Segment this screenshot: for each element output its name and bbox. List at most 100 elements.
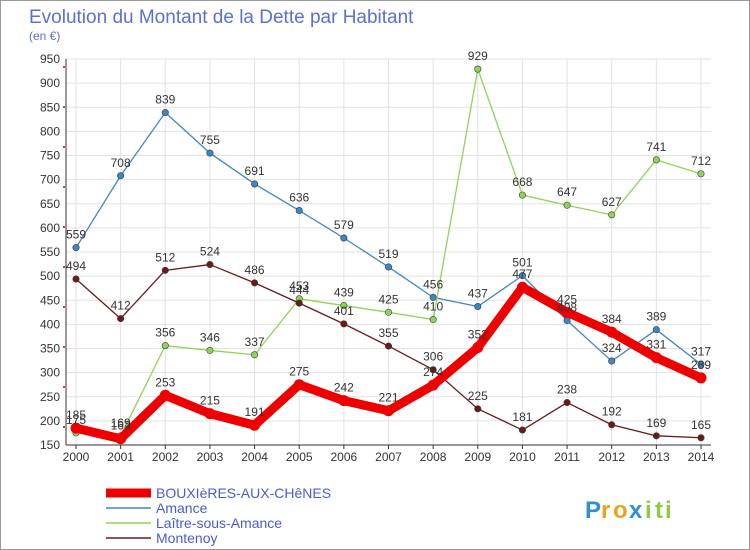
x-tick-label: 2012 bbox=[598, 450, 625, 464]
data-label: 486 bbox=[245, 263, 265, 277]
brand-letter: o bbox=[613, 497, 628, 524]
data-label: 477 bbox=[512, 267, 532, 281]
brand-letter: i bbox=[665, 497, 672, 524]
data-label: 512 bbox=[155, 250, 175, 264]
x-tick-label: 2008 bbox=[420, 450, 447, 464]
x-tick-label: 2003 bbox=[197, 450, 224, 464]
data-point bbox=[161, 266, 169, 274]
data-label: 346 bbox=[200, 330, 220, 344]
x-axis: 2000 2001 2002 2003 2004 2005 2006 2007 2008 2009… bbox=[63, 444, 715, 464]
data-point bbox=[474, 405, 482, 413]
data-point bbox=[72, 275, 80, 283]
series-group bbox=[70, 65, 707, 445]
data-point bbox=[340, 320, 348, 328]
data-point bbox=[429, 293, 437, 301]
y-tick-label: 250 bbox=[40, 390, 60, 404]
data-point bbox=[384, 263, 392, 271]
data-label: 185 bbox=[66, 408, 86, 422]
data-label: 559 bbox=[66, 228, 86, 242]
data-label: 741 bbox=[646, 140, 666, 154]
data-point bbox=[606, 326, 618, 338]
data-label: 192 bbox=[602, 405, 622, 419]
data-label: 163 bbox=[111, 419, 131, 433]
data-label: 579 bbox=[334, 218, 354, 232]
data-point bbox=[117, 172, 125, 180]
data-label: 501 bbox=[512, 256, 532, 270]
data-label: 425 bbox=[378, 292, 398, 306]
chart-subtitle: (en €) bbox=[29, 29, 60, 43]
data-point bbox=[384, 342, 392, 350]
legend-label-montenoy: Montenoy bbox=[156, 530, 217, 546]
y-tick-label: 200 bbox=[40, 414, 60, 428]
data-point bbox=[249, 419, 261, 431]
data-label: 317 bbox=[691, 344, 711, 358]
legend-label-amance: Amance bbox=[156, 500, 208, 516]
y-tick-label: 450 bbox=[40, 293, 60, 307]
data-point bbox=[161, 109, 169, 117]
data-point bbox=[652, 156, 660, 164]
brand-letter: x bbox=[629, 497, 643, 524]
brand-letter: t bbox=[655, 497, 663, 524]
data-point bbox=[295, 207, 303, 215]
data-label: 401 bbox=[334, 304, 354, 318]
x-tick-label: 2002 bbox=[152, 450, 179, 464]
data-label: 410 bbox=[423, 300, 443, 314]
data-point bbox=[340, 234, 348, 242]
y-tick-label: 550 bbox=[40, 245, 60, 259]
data-point bbox=[251, 279, 259, 287]
x-tick-label: 2006 bbox=[331, 450, 358, 464]
chart-title: Evolution du Montant de la Dette par Hab… bbox=[29, 7, 414, 28]
x-tick-label: 2001 bbox=[107, 450, 134, 464]
data-point bbox=[206, 149, 214, 157]
x-tick-label: 2005 bbox=[286, 450, 313, 464]
data-point bbox=[474, 303, 482, 311]
data-label: 191 bbox=[245, 405, 265, 419]
data-point bbox=[338, 395, 350, 407]
data-point bbox=[293, 379, 305, 391]
y-axis: 150 200 250 300 350 400 450 500 550 600 650 700 750 8… bbox=[40, 52, 67, 452]
data-label: 412 bbox=[111, 299, 131, 313]
data-point bbox=[650, 352, 662, 364]
data-point bbox=[561, 306, 573, 318]
data-label: 437 bbox=[468, 287, 488, 301]
data-label: 238 bbox=[557, 383, 577, 397]
data-label: 708 bbox=[111, 156, 131, 170]
data-point bbox=[383, 405, 394, 417]
data-point bbox=[697, 170, 705, 178]
data-point bbox=[251, 180, 259, 188]
data-point bbox=[295, 299, 303, 307]
data-label: 274 bbox=[423, 365, 443, 379]
data-point bbox=[72, 244, 80, 252]
data-label: 636 bbox=[289, 191, 309, 205]
data-label: 627 bbox=[602, 195, 622, 209]
data-label: 215 bbox=[200, 394, 220, 408]
data-point bbox=[206, 261, 214, 269]
data-label: 175 bbox=[66, 413, 86, 427]
data-label: 169 bbox=[111, 416, 131, 430]
data-label: 456 bbox=[423, 277, 443, 291]
data-point bbox=[608, 421, 616, 429]
data-label: 356 bbox=[155, 326, 175, 340]
y-tick-label: 350 bbox=[40, 342, 60, 356]
x-tick-label: 2007 bbox=[375, 450, 402, 464]
data-point bbox=[518, 191, 526, 199]
data-label: 275 bbox=[289, 365, 309, 379]
data-point bbox=[697, 360, 705, 368]
y-tick-label: 900 bbox=[40, 76, 60, 90]
data-point bbox=[563, 399, 571, 407]
data-label: 524 bbox=[200, 245, 220, 259]
data-label: 647 bbox=[557, 185, 577, 199]
data-label: 384 bbox=[602, 312, 622, 326]
data-point bbox=[384, 308, 392, 316]
data-label: 425 bbox=[557, 292, 577, 306]
data-point bbox=[70, 422, 82, 434]
data-point bbox=[472, 342, 484, 354]
data-point bbox=[697, 434, 705, 442]
data-point bbox=[474, 65, 482, 73]
data-label: 494 bbox=[66, 259, 86, 273]
data-point bbox=[251, 351, 259, 359]
data-label: 165 bbox=[691, 418, 711, 432]
y-tick-label: 300 bbox=[40, 366, 60, 380]
